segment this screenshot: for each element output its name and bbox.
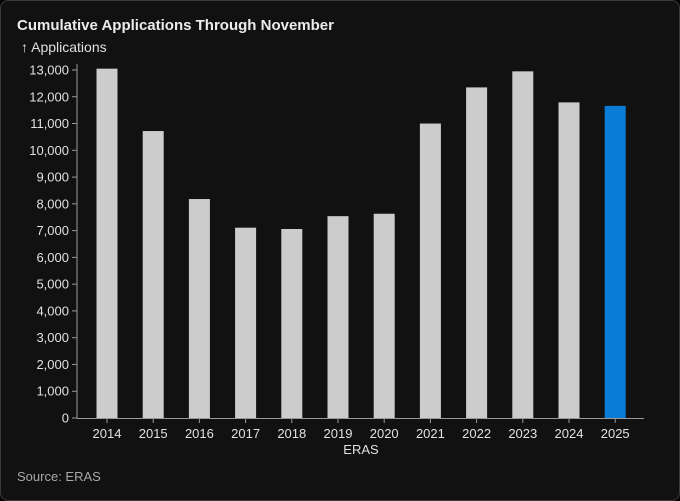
y-tick-label: 2,000	[36, 357, 69, 372]
axes	[76, 64, 644, 419]
x-tick-label-2024: 2024	[555, 426, 584, 441]
x-tick-label-2021: 2021	[416, 426, 445, 441]
y-axis-label: ↑ Applications	[21, 39, 107, 55]
y-tick-label: 9,000	[36, 170, 69, 185]
bar-2024	[558, 102, 580, 418]
y-tick-label: 5,000	[36, 277, 69, 292]
y-tick-label: 13,000	[29, 63, 69, 78]
x-tick-label-2016: 2016	[185, 426, 214, 441]
y-tick-labels: 0 1,000 2,000 3,000 4,000 5,000 6,000 7,000 8,00…	[29, 63, 77, 426]
y-tick-label: 0	[62, 411, 69, 426]
y-tick-label: 10,000	[29, 143, 69, 158]
x-tick-label-2014: 2014	[93, 426, 122, 441]
bar-2016	[188, 199, 210, 418]
bar-2015	[142, 131, 164, 418]
bar-2014	[96, 68, 118, 419]
bars	[96, 68, 626, 419]
x-tick-label-2023: 2023	[508, 426, 537, 441]
x-tick-label-2018: 2018	[277, 426, 306, 441]
bar-2018	[281, 229, 303, 418]
x-tick-label-2022: 2022	[462, 426, 491, 441]
x-axis-label: ERAS	[343, 442, 379, 457]
bar-2017	[235, 227, 257, 418]
bar-2020	[373, 213, 395, 418]
y-tick-label: 1,000	[36, 384, 69, 399]
y-tick-label: 12,000	[29, 89, 69, 104]
x-tick-labels: 2014 2015 2016 2017 2018 2019 2020 2021 2022 2023…	[93, 418, 630, 441]
bar-2022	[466, 87, 488, 419]
x-tick-label-2020: 2020	[370, 426, 399, 441]
x-tick-label-2019: 2019	[324, 426, 353, 441]
bar-2021	[419, 123, 441, 419]
source-note: Source: ERAS	[17, 469, 101, 484]
bar-2023	[512, 71, 534, 418]
bar-2019	[327, 216, 349, 418]
x-tick-label-2025: 2025	[601, 426, 630, 441]
x-tick-label-2015: 2015	[139, 426, 168, 441]
bar-2025	[604, 105, 626, 419]
x-tick-label-2017: 2017	[231, 426, 260, 441]
y-tick-label: 11,000	[30, 116, 69, 131]
y-tick-label: 6,000	[36, 250, 69, 265]
y-tick-label: 7,000	[36, 223, 69, 238]
chart-title: Cumulative Applications Through November	[17, 17, 334, 34]
y-tick-label: 8,000	[36, 196, 69, 211]
y-tick-label: 3,000	[36, 330, 69, 345]
y-tick-label: 4,000	[36, 303, 69, 318]
